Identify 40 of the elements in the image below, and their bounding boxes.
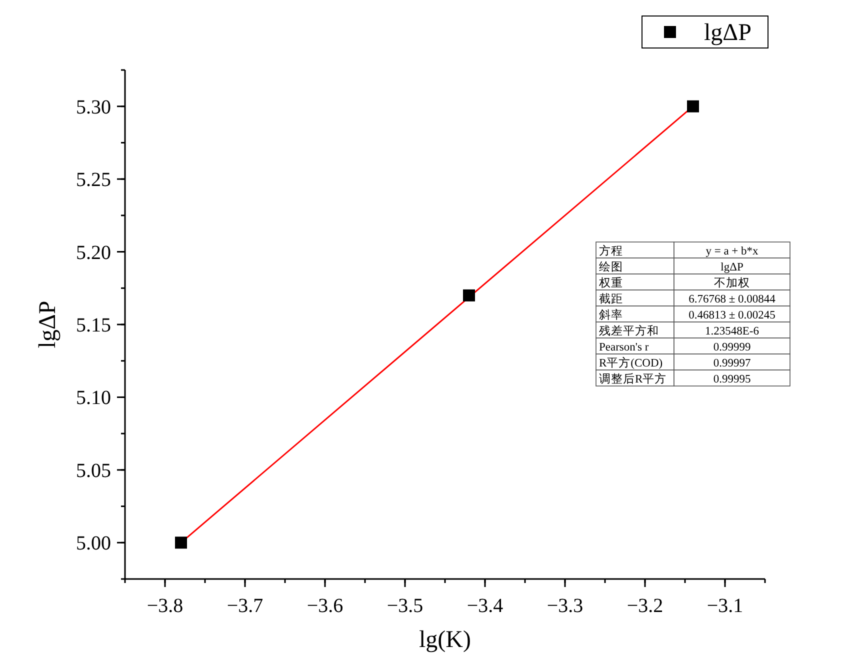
point xyxy=(687,100,699,112)
legend: lgΔP xyxy=(642,16,768,48)
annotation: 斜率 xyxy=(599,308,623,322)
x-tick-label: −3.1 xyxy=(706,595,744,617)
x-tick-label: −3.7 xyxy=(226,595,264,617)
x-tick-label: −3.6 xyxy=(306,595,344,617)
annotation: 0.99997 xyxy=(713,358,751,370)
legend-label: lgΔP xyxy=(704,20,752,46)
annotation: y = a + b*x xyxy=(706,246,759,258)
annotation: 1.23548E-6 xyxy=(705,326,760,338)
point xyxy=(175,536,187,549)
annotation: 残差平方和 xyxy=(599,324,659,338)
annotation: 0.46813 ± 0.00245 xyxy=(688,310,776,322)
y-tick-label: 5.20 xyxy=(76,242,111,264)
x-tick-label: −3.3 xyxy=(546,595,584,617)
x-tick-label: −3.4 xyxy=(466,595,504,617)
y-tick-label: 5.00 xyxy=(76,532,111,555)
annotation: 0.99995 xyxy=(713,374,751,386)
annotation: R平方(COD) xyxy=(599,356,663,370)
annotation: 不加权 xyxy=(714,276,750,290)
x-tick-label: −3.8 xyxy=(146,595,184,617)
annotation: 方程 xyxy=(599,244,623,258)
y-axis-title: lgΔP xyxy=(35,300,61,348)
point xyxy=(463,289,475,302)
annotation: 权重 xyxy=(598,276,623,290)
y-tick-label: 5.15 xyxy=(76,314,111,336)
annotation: 0.99999 xyxy=(713,342,751,354)
annotation: lgΔP xyxy=(720,262,744,274)
y-tick-label: 5.10 xyxy=(76,387,111,410)
x-axis-title: lg(K) xyxy=(419,627,471,653)
x-tick-label: −3.2 xyxy=(626,595,664,617)
y-tick-label: 5.30 xyxy=(76,96,111,118)
annotation: 绘图 xyxy=(599,260,623,274)
y-tick-label: 5.25 xyxy=(76,169,111,192)
y-tick-label: 5.05 xyxy=(76,460,111,482)
annotation: Pearson's r xyxy=(599,342,649,354)
annotation: 调整后R平方 xyxy=(599,372,667,386)
annotation: 6.76768 ± 0.00844 xyxy=(688,294,776,306)
x-tick-label: −3.5 xyxy=(386,595,424,617)
annotation: 截距 xyxy=(599,292,623,306)
